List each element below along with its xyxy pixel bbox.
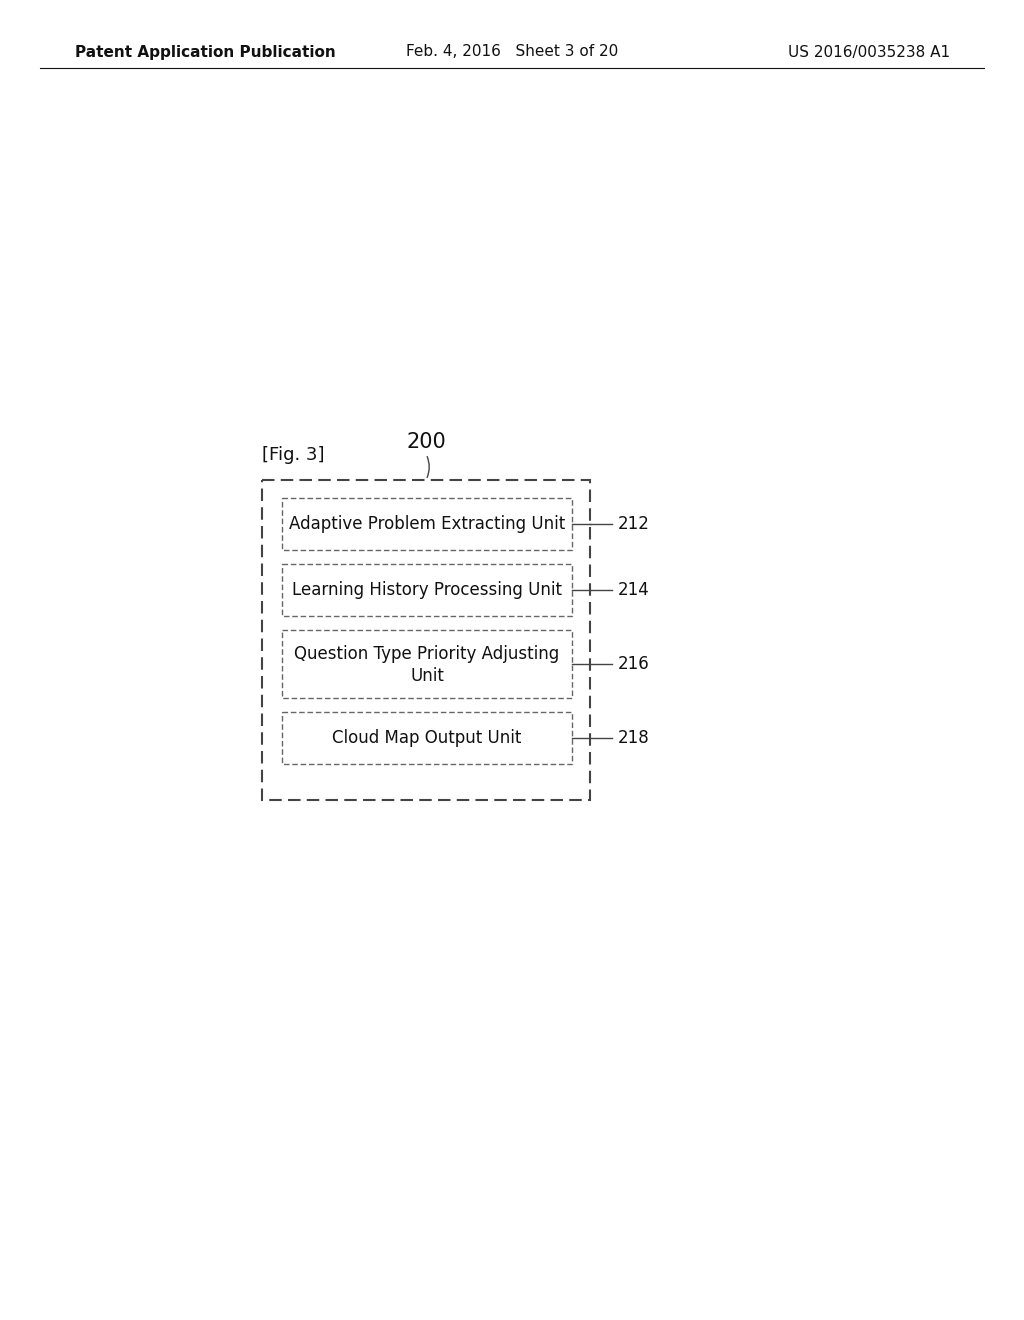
Text: Question Type Priority Adjusting: Question Type Priority Adjusting xyxy=(294,645,560,663)
Text: Learning History Processing Unit: Learning History Processing Unit xyxy=(292,581,562,599)
Bar xyxy=(282,498,572,550)
Text: Feb. 4, 2016   Sheet 3 of 20: Feb. 4, 2016 Sheet 3 of 20 xyxy=(406,45,618,59)
Text: 200: 200 xyxy=(407,432,445,451)
Text: 212: 212 xyxy=(618,515,650,533)
Text: [Fig. 3]: [Fig. 3] xyxy=(262,446,325,465)
Text: Cloud Map Output Unit: Cloud Map Output Unit xyxy=(333,729,521,747)
Bar xyxy=(262,480,590,800)
Text: Adaptive Problem Extracting Unit: Adaptive Problem Extracting Unit xyxy=(289,515,565,533)
Text: 218: 218 xyxy=(618,729,650,747)
Text: Unit: Unit xyxy=(410,667,444,685)
Bar xyxy=(282,564,572,616)
Text: US 2016/0035238 A1: US 2016/0035238 A1 xyxy=(787,45,950,59)
Bar xyxy=(282,711,572,764)
Text: 216: 216 xyxy=(618,655,650,673)
Text: 214: 214 xyxy=(618,581,650,599)
Bar xyxy=(282,630,572,698)
Text: Patent Application Publication: Patent Application Publication xyxy=(75,45,336,59)
